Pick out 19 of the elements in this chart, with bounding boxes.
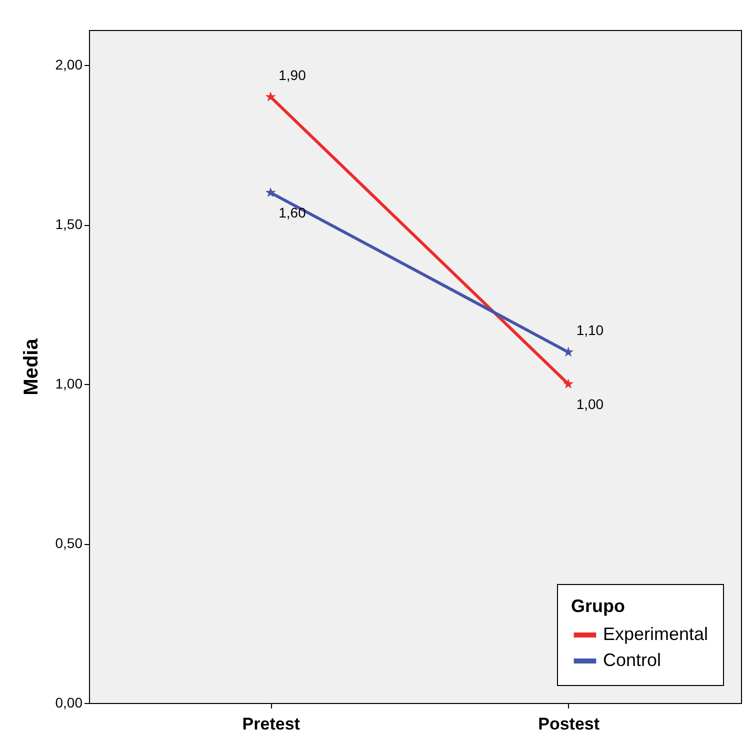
x-tick-label: Postest [538,714,600,734]
y-axis-title: Media [20,338,42,396]
data-label: 1,60 [278,204,306,221]
y-tick-label: 1,00 [55,376,83,392]
legend-label: Experimental [603,624,708,644]
y-tick-label: 0,50 [55,535,83,552]
y-tick-label: 0,00 [55,694,83,710]
point [563,346,574,357]
data-label: 1,90 [278,66,306,83]
data-label: 1,10 [576,322,604,338]
point [265,187,276,198]
legend-title: Grupo [571,596,625,616]
data-label: 1,00 [576,396,604,412]
point [563,378,574,388]
y-tick-label: 2,00 [55,56,83,73]
legend-label: Control [603,650,662,670]
point [265,92,276,102]
y-tick-label: 1,50 [55,216,83,232]
x-tick-label: Pretest [242,714,300,734]
